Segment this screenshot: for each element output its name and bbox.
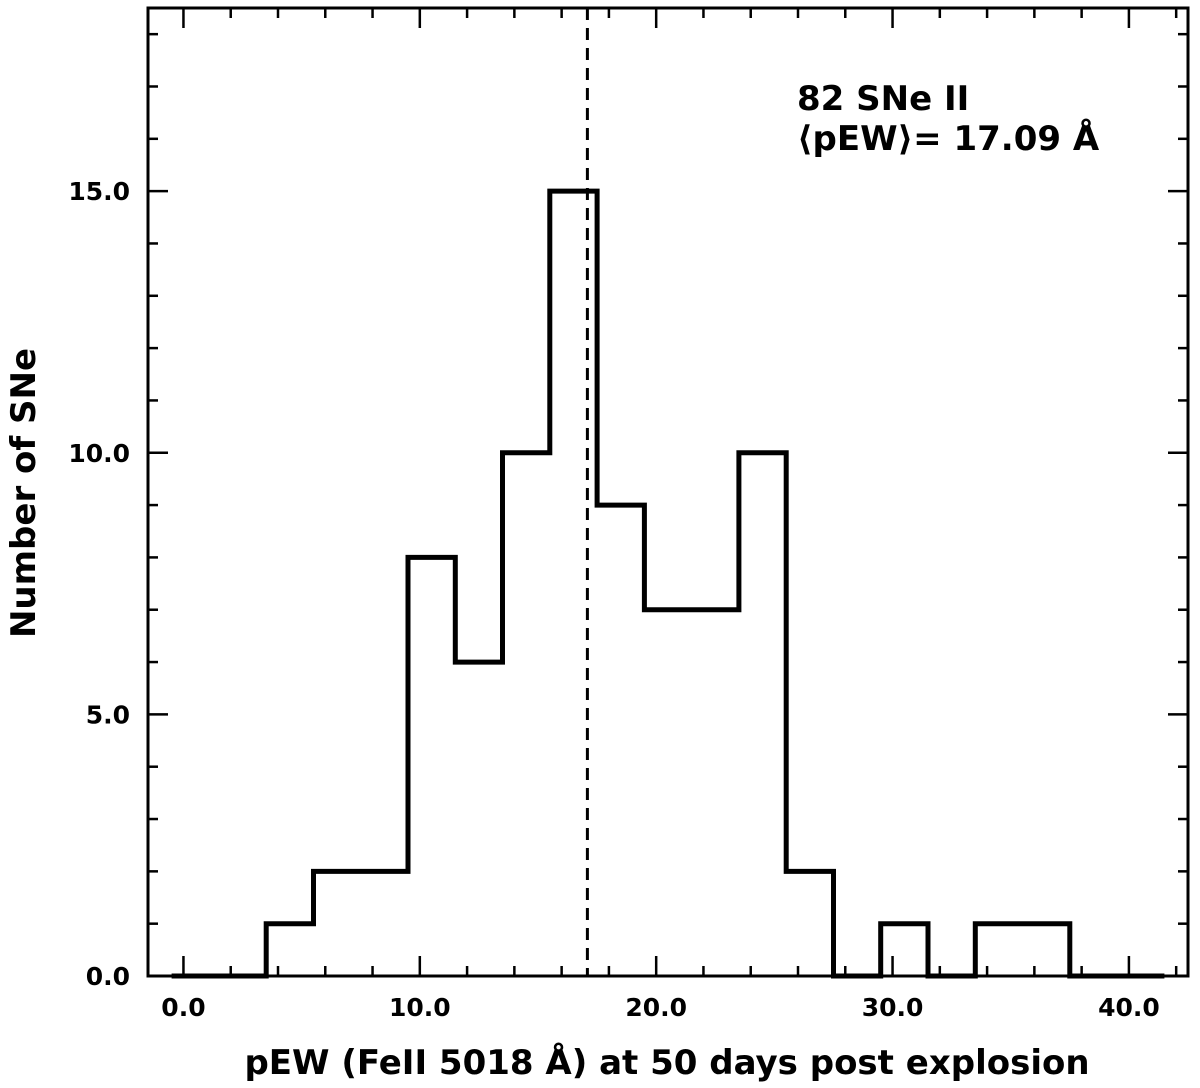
x-tick-label: 40.0 [1098, 993, 1160, 1022]
histogram-bin [644, 610, 691, 976]
histogram-bin [408, 557, 455, 976]
y-axis-label: Number of SNe [4, 348, 44, 638]
y-tick-label: 10.0 [68, 439, 130, 468]
y-tick-label: 0.0 [86, 962, 130, 991]
histogram-layer [171, 188, 1165, 979]
y-tick-label: 5.0 [86, 700, 130, 729]
histogram-bin [975, 924, 1022, 976]
y-tick-label: 15.0 [68, 177, 130, 206]
histogram-bin [597, 505, 644, 976]
histogram-bin [503, 453, 550, 976]
histogram-bin [361, 871, 408, 976]
x-tick-label: 30.0 [862, 993, 924, 1022]
histogram-bin [550, 191, 597, 976]
x-axis-label: pEW (FeII 5018 Å) at 50 days post explos… [244, 1042, 1089, 1083]
histogram-bin [1023, 924, 1070, 976]
ticks-layer [148, 8, 1188, 978]
histogram-bin [739, 453, 786, 976]
plot-frame [146, 6, 1190, 978]
histogram-bin [786, 871, 833, 976]
annotation-count: 82 SNe II [797, 79, 969, 119]
histogram-bin [455, 662, 502, 976]
histogram-bin [692, 610, 739, 976]
histogram-bin [313, 871, 360, 976]
tick-labels-layer: 0.0 10.0 20.0 30.0 40.0 0.0 5.0 10.0 15.0 [68, 177, 1159, 1022]
annotation-mean: ⟨pEW⟩= 17.09 Å [797, 118, 1100, 159]
x-tick-label: 20.0 [625, 993, 687, 1022]
x-tick-label: 0.0 [161, 993, 205, 1022]
x-tick-label: 10.0 [389, 993, 451, 1022]
histogram-bin [881, 924, 928, 976]
histogram-bin [266, 924, 313, 976]
